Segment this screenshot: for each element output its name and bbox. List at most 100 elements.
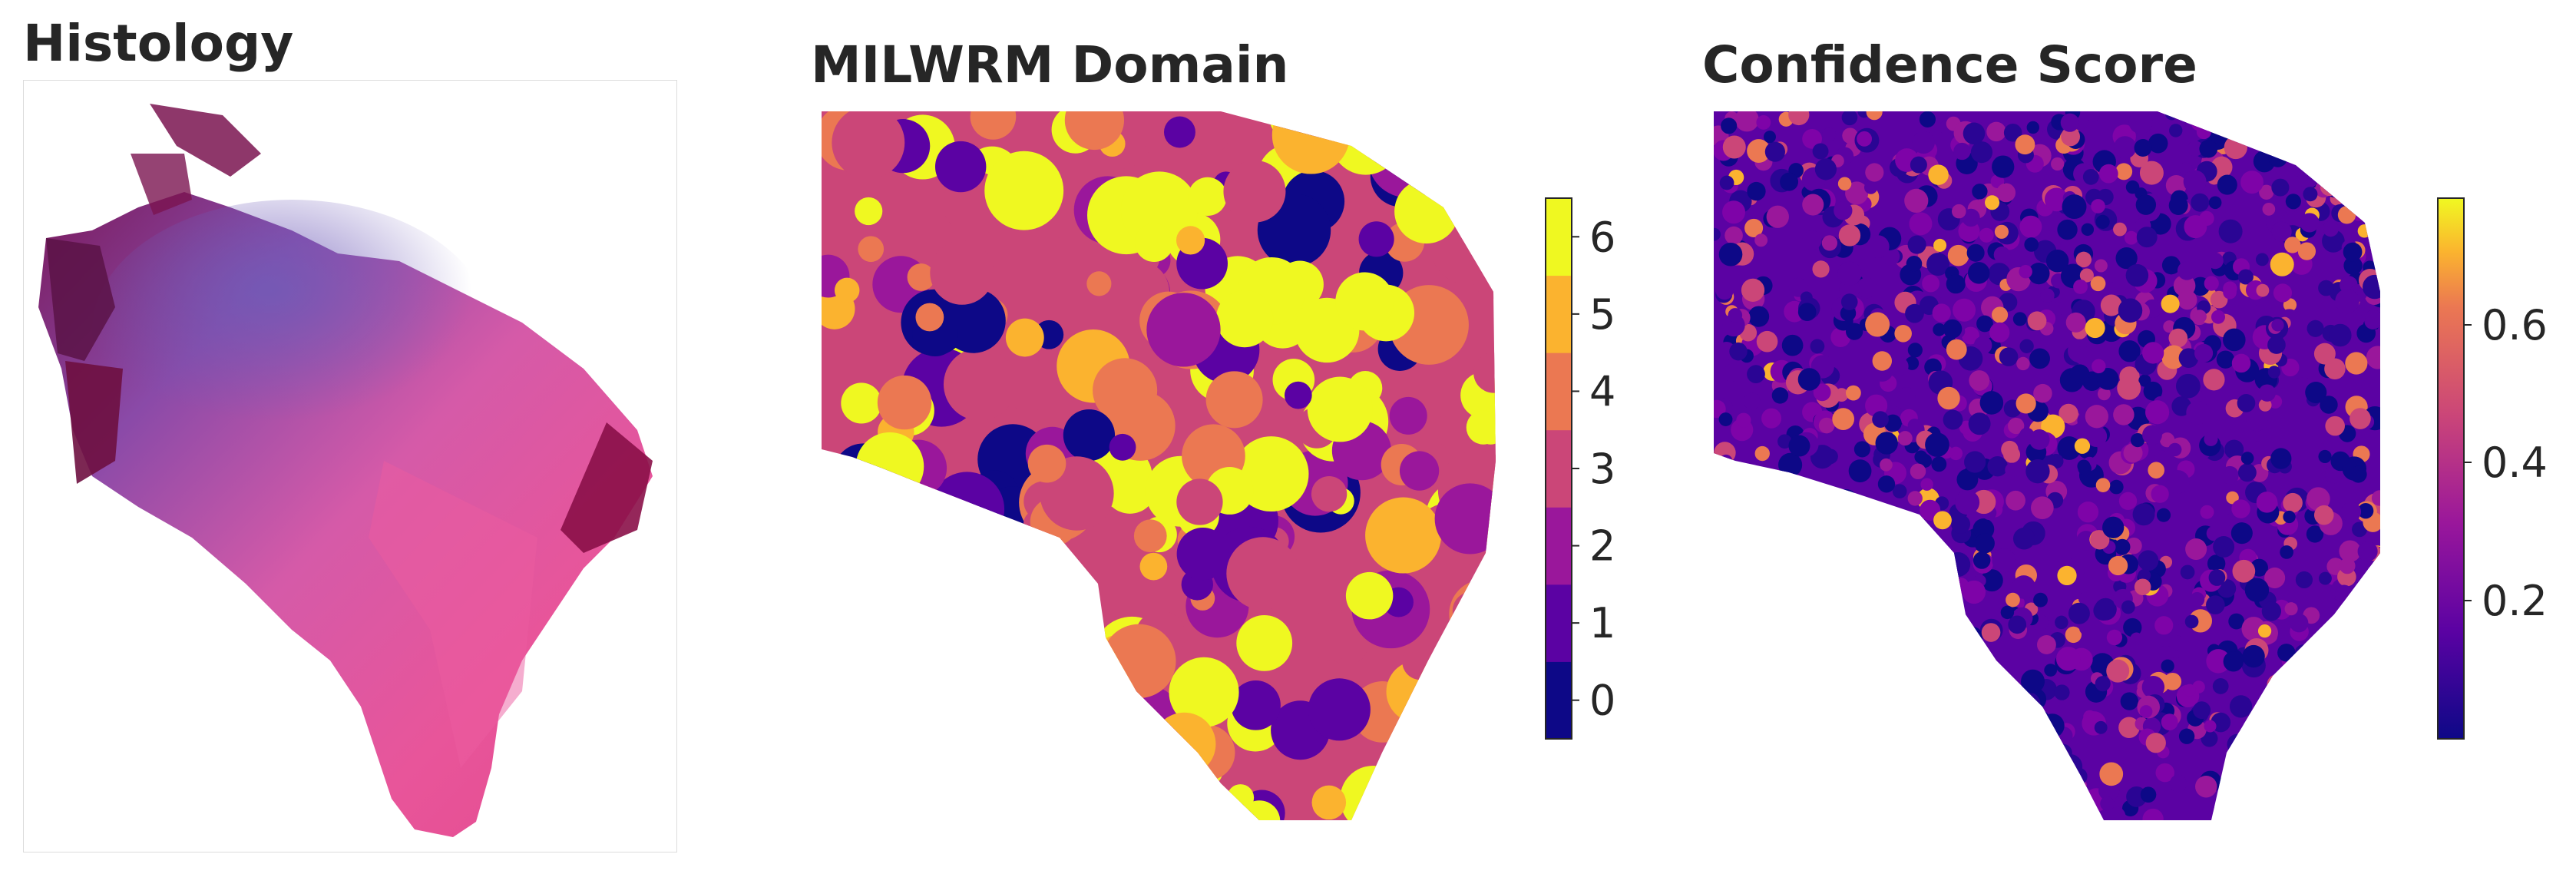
confidence-spot xyxy=(1777,751,1791,766)
confidence-spot xyxy=(1813,793,1833,814)
confidence-spot xyxy=(1979,391,2004,415)
confidence-spot xyxy=(2330,720,2346,737)
confidence-spot xyxy=(2218,219,2243,243)
confidence-spot xyxy=(1822,584,1847,607)
confidence-spot xyxy=(1910,156,1927,174)
confidence-spot xyxy=(2016,356,2030,371)
confidence-spot xyxy=(2231,791,2252,812)
confidence-spot xyxy=(2237,269,2254,285)
confidence-spot xyxy=(1788,277,1808,297)
domain-patch xyxy=(877,375,932,430)
confidence-spot xyxy=(2256,293,2280,317)
confidence-spot xyxy=(2178,348,2199,368)
confidence-spot xyxy=(1788,111,1810,126)
domain-patch xyxy=(879,777,958,820)
domain-patch xyxy=(857,763,888,795)
confidence-spot xyxy=(1743,392,1761,410)
confidence-spot xyxy=(2109,479,2124,495)
domain-patch xyxy=(832,111,905,180)
confidence-spot xyxy=(1764,141,1785,162)
confidence-spot xyxy=(2237,463,2257,482)
confidence-spot xyxy=(2306,525,2324,543)
confidence-spot xyxy=(1961,756,1979,773)
confidence-spot xyxy=(2096,367,2119,390)
confidence-spot xyxy=(1962,208,1980,227)
confidence-spot xyxy=(2297,167,2319,189)
confidence-spot xyxy=(2136,227,2158,248)
confidence-spot xyxy=(1744,484,1759,498)
confidence-spot xyxy=(1731,667,1754,690)
confidence-spot xyxy=(2055,647,2081,671)
domain-patch xyxy=(858,236,885,263)
confidence-spot xyxy=(2075,251,2092,268)
confidence-spot xyxy=(1894,324,1912,343)
confidence-spot xyxy=(2161,659,2174,673)
confidence-spot xyxy=(2115,163,2133,180)
confidence-spot xyxy=(2189,591,2205,607)
confidence-spot xyxy=(1943,409,1963,430)
confidence-spot xyxy=(2015,393,2036,414)
confidence-spot xyxy=(1788,435,1810,457)
domain-patch xyxy=(1473,352,1496,393)
confidence-spot xyxy=(2134,139,2152,157)
confidence-spot xyxy=(2353,111,2377,124)
confidence-spot xyxy=(1911,607,1933,629)
domain-patch xyxy=(1390,766,1432,809)
domain-patch xyxy=(1163,116,1195,148)
confidence-spot xyxy=(1992,548,2016,573)
confidence-spot xyxy=(2314,716,2334,736)
confidence-spot xyxy=(2074,438,2091,454)
confidence-spot xyxy=(1802,128,1823,149)
confidence-spot xyxy=(2045,250,2069,273)
confidence-spot xyxy=(1777,516,1794,532)
confidence-spot xyxy=(2252,703,2270,720)
confidence-spot xyxy=(1775,581,1791,596)
domain-patch xyxy=(1134,223,1174,263)
confidence-spot xyxy=(2284,602,2298,616)
confidence-spot xyxy=(2073,346,2092,365)
confidence-spot xyxy=(2130,632,2143,645)
confidence-spot xyxy=(2184,614,2199,629)
confidence-spot xyxy=(1718,740,1732,755)
confidence-spot xyxy=(1957,666,1972,681)
domain-patch xyxy=(837,593,880,635)
confidence-spot xyxy=(1975,737,1993,755)
confidence-spot xyxy=(2351,667,2368,684)
confidence-spot xyxy=(2057,436,2082,460)
confidence-spot xyxy=(1782,579,1804,601)
confidence-spot xyxy=(1841,111,1858,126)
confidence-spot xyxy=(2166,470,2190,494)
confidence-spot xyxy=(2223,651,2244,672)
domain-patch xyxy=(1394,179,1459,244)
confidence-spot xyxy=(1907,235,1926,254)
domain-patch xyxy=(1205,371,1263,429)
confidence-spot xyxy=(1801,677,1815,692)
confidence-spot xyxy=(1867,235,1890,258)
confidence-spot xyxy=(2139,705,2153,718)
confidence-spot xyxy=(2007,769,2032,793)
confidence-spot xyxy=(1837,261,1862,286)
confidence-spot xyxy=(1893,691,1913,712)
confidence-spot xyxy=(1951,515,1971,534)
confidence-spot xyxy=(1747,365,1765,384)
confidence-spot xyxy=(1714,588,1731,610)
domain-patch xyxy=(876,708,941,773)
confidence-spot xyxy=(1845,323,1863,340)
domain-patch xyxy=(822,800,843,820)
confidence-spot xyxy=(2256,492,2278,513)
confidence-spot xyxy=(2357,541,2378,562)
domain-patch xyxy=(1466,410,1496,445)
confidence-spot xyxy=(2060,113,2079,132)
confidence-spot xyxy=(1928,164,1949,185)
confidence-spot xyxy=(2161,256,2181,275)
confidence-spot xyxy=(1933,238,1947,252)
confidence-spot xyxy=(1817,698,1838,719)
domain-patch xyxy=(1467,664,1496,696)
confidence-spot xyxy=(1759,764,1775,781)
domain-patch xyxy=(872,579,941,648)
confidence-spot xyxy=(1864,624,1877,637)
confidence-spot xyxy=(2351,678,2371,699)
domain-patch xyxy=(915,303,944,332)
confidence-spot xyxy=(2124,230,2138,245)
confidence-spot xyxy=(2357,740,2376,760)
